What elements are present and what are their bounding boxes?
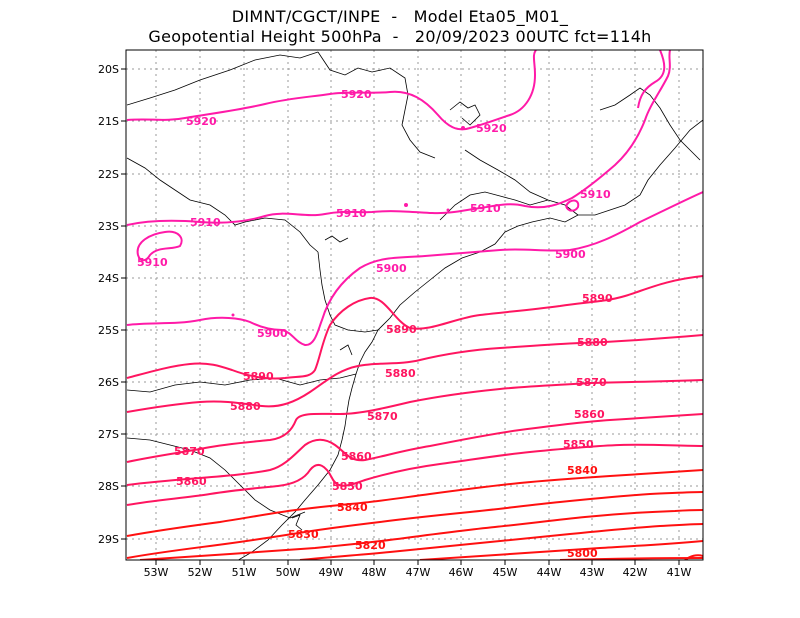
contour-label: 5900 [376, 262, 407, 275]
lon-label: 48W [362, 566, 387, 579]
contour-label: 5860 [176, 475, 207, 488]
state-border [317, 251, 379, 333]
contour-label: 5870 [576, 376, 607, 389]
contour-label: 5860 [341, 450, 372, 463]
contour-5860 [126, 413, 703, 486]
contour-label: 5870 [174, 445, 205, 458]
contour-label: 5890 [386, 323, 417, 336]
lat-label: 21S [98, 115, 119, 128]
contour-5910 [126, 50, 671, 226]
contour-dots [231, 126, 465, 317]
lon-label: 43W [580, 566, 605, 579]
lat-label: 25S [98, 324, 119, 337]
state-border [126, 437, 306, 519]
longitude-labels: 53W 52W 51W 50W 49W 48W 47W 46W 45W 44W … [144, 566, 692, 579]
contour-5890 [126, 275, 703, 380]
contour-label: 5880 [230, 400, 261, 413]
contour-5840 [126, 469, 703, 537]
contour-5800 [419, 540, 703, 560]
contour-label: 5920 [476, 122, 507, 135]
contour-5820 [139, 509, 703, 560]
contour-label: 5900 [257, 327, 288, 340]
contour-5920-east [637, 50, 666, 109]
contour-label: 5920 [341, 88, 372, 101]
contour-label: 5910 [190, 216, 221, 229]
contour-5920 [126, 50, 537, 131]
river [449, 101, 481, 126]
contour-5910-blob [565, 199, 580, 212]
contour-label: 5800 [567, 547, 598, 560]
contour-5790-corner [684, 554, 703, 560]
lon-label: 49W [319, 566, 344, 579]
contour-label: 5910 [580, 188, 611, 201]
lat-label: 28S [98, 480, 119, 493]
contour-5810 [299, 523, 703, 560]
lon-label: 52W [188, 566, 213, 579]
lat-label: 24S [98, 272, 119, 285]
state-border [126, 157, 319, 253]
lat-label: 27S [98, 428, 119, 441]
river [339, 344, 353, 356]
contour-5850 [126, 443, 703, 506]
contour-5830 [126, 491, 703, 559]
lon-label: 50W [276, 566, 301, 579]
contour-label: 5840 [567, 464, 598, 477]
lon-label: 45W [493, 566, 518, 579]
contour-label: 5890 [582, 292, 613, 305]
contour-5900 [126, 191, 703, 346]
map-title-line-1: DIMNT/CGCT/INPE - Model Eta05_M01_ [231, 7, 569, 26]
lon-label: 46W [449, 566, 474, 579]
lat-label: 23S [98, 220, 119, 233]
lon-label: 42W [623, 566, 648, 579]
river [291, 514, 303, 531]
contour-label: 5850 [332, 480, 363, 493]
contour-label: 5830 [288, 528, 319, 541]
contour-label: 5910 [137, 256, 168, 269]
lon-label: 51W [232, 566, 257, 579]
lat-label: 26S [98, 376, 119, 389]
map-title-line-2: Geopotential Height 500hPa - 20/09/2023 … [148, 27, 652, 46]
tick-marks [121, 68, 680, 565]
plot-frame [125, 49, 704, 561]
lon-label: 44W [537, 566, 562, 579]
contour-label: 5890 [243, 370, 274, 383]
contour-label: 5910 [470, 202, 501, 215]
lon-label: 53W [144, 566, 169, 579]
river [324, 235, 349, 243]
contour-label: 5860 [574, 408, 605, 421]
contour-label: 5840 [337, 501, 368, 514]
contour-label: 5900 [555, 248, 586, 261]
lon-label: 47W [406, 566, 431, 579]
state-border [599, 87, 701, 161]
contour-label: 5920 [186, 115, 217, 128]
lat-label: 29S [98, 533, 119, 546]
latitude-labels: 20S 21S 22S 23S 24S 25S 26S 27S 28S 29S [98, 63, 119, 546]
state-border [439, 191, 549, 221]
lon-label: 41W [667, 566, 692, 579]
contour-label: 5820 [355, 539, 386, 552]
contour-label: 5880 [385, 367, 416, 380]
lat-label: 22S [98, 168, 119, 181]
contour-label: 5910 [336, 207, 367, 220]
state-border [126, 51, 319, 106]
contour-5910-loop [136, 230, 183, 262]
contour-label: 5880 [577, 336, 608, 349]
lat-label: 20S [98, 63, 119, 76]
contour-label: 5850 [563, 438, 594, 451]
contour-5880 [126, 334, 703, 413]
contour-label: 5870 [367, 410, 398, 423]
state-border [317, 51, 436, 159]
contour-5870 [126, 379, 703, 463]
graticule [126, 50, 703, 560]
state-border [464, 149, 579, 216]
contour-labels: 5920 5920 5920 5910 5910 5910 5910 5910 … [137, 88, 613, 560]
